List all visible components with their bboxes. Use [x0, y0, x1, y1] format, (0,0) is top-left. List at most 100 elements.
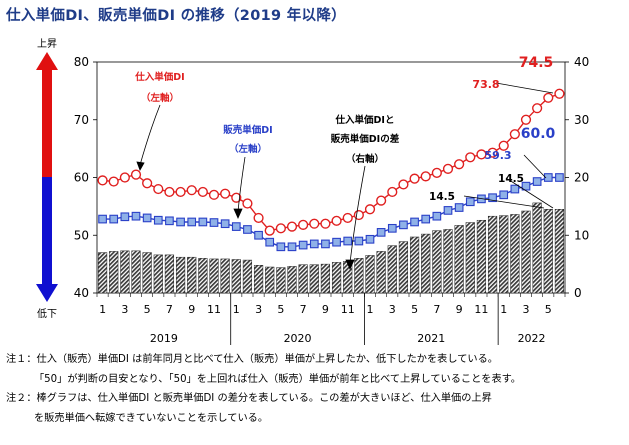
sales-prev-leader	[523, 154, 547, 179]
diff-bar	[265, 266, 275, 294]
sales-marker	[142, 213, 152, 223]
purchase-marker	[298, 219, 309, 230]
month-tick-label: 1	[99, 303, 106, 316]
year-label: 2022	[518, 332, 546, 345]
annotation-sales-prev: 59.3	[484, 149, 511, 162]
sales-marker	[176, 217, 185, 227]
purchase-marker	[465, 152, 476, 163]
sales-marker	[120, 212, 130, 222]
right-tick-label: 40	[574, 55, 589, 69]
sales-marker	[287, 242, 297, 252]
annotation-purchase-last: 74.5	[519, 55, 554, 71]
upper-label: 上昇	[37, 38, 57, 50]
month-tick-label: 3	[389, 303, 396, 316]
month-tick-label: 11	[207, 303, 221, 316]
sales-marker	[432, 211, 442, 221]
purchase-marker	[186, 185, 197, 196]
purchase-marker	[286, 221, 298, 232]
diff-bar	[554, 209, 565, 294]
purchase-marker	[532, 103, 543, 114]
diff-bar	[487, 215, 498, 294]
month-tick-label: 9	[322, 303, 329, 316]
purchase-marker	[164, 186, 175, 198]
diff-bar	[109, 251, 119, 294]
lower-label: 低下	[37, 307, 57, 320]
sales-marker	[187, 217, 197, 227]
right-tick-label: 30	[574, 113, 589, 127]
diff-bar	[231, 259, 241, 294]
purchase-prev-leader	[495, 82, 554, 94]
diff-bar	[443, 229, 453, 294]
purchase-marker	[275, 223, 286, 234]
purchase-marker	[509, 129, 520, 140]
diff-bar	[532, 202, 542, 294]
month-tick-label: 3	[523, 303, 530, 316]
purchase-marker	[387, 186, 398, 198]
sales-marker	[488, 193, 497, 203]
diff-bar	[521, 210, 531, 294]
right-tick-label: 20	[574, 171, 589, 185]
leader-lines	[136, 82, 554, 270]
month-tick-label: 5	[144, 303, 151, 316]
diff-bar	[131, 250, 141, 294]
purchase-marker	[342, 212, 353, 224]
purchase-marker	[97, 175, 108, 186]
purchase-leader-head	[136, 161, 145, 171]
purchase-leader	[139, 104, 161, 166]
sales-marker	[543, 173, 553, 182]
purchase-marker	[409, 173, 420, 184]
purchase-marker	[130, 169, 142, 180]
month-tick-label: 7	[300, 303, 307, 316]
sales-marker	[354, 236, 364, 246]
month-tick-label: 9	[188, 303, 195, 316]
purchase-marker	[108, 176, 119, 187]
sales-marker	[532, 177, 542, 186]
diff-bar	[309, 264, 319, 294]
notes: 注１：仕入（販売）単価DI は前年同月と比べて仕入（販売）単価が上昇したか、低下…	[6, 350, 624, 428]
year-label: 2021	[417, 332, 445, 345]
month-tick-label: 9	[456, 303, 463, 316]
sales-leader-head	[233, 208, 243, 219]
diff-bar	[331, 262, 342, 294]
sales-marker	[153, 215, 163, 225]
month-tick-label: 3	[121, 303, 128, 316]
annotation-sales-last: 60.0	[521, 126, 556, 142]
month-tick-label: 3	[255, 303, 262, 316]
diff-bar	[432, 230, 442, 294]
sales-marker	[387, 223, 397, 233]
sales-marker	[109, 214, 119, 224]
sales-line-label: 販売単価DI	[223, 124, 272, 136]
diff-label-line1: 仕入単価DIと	[335, 114, 395, 126]
up-arrow-head	[36, 52, 58, 70]
down-arrow-head	[36, 284, 58, 302]
diff-bar	[164, 254, 175, 294]
purchase-marker	[242, 198, 253, 209]
diff-leader-head	[345, 259, 355, 270]
year-label: 2019	[150, 332, 178, 345]
left-tick-label: 60	[74, 171, 89, 185]
up-arrow-shaft	[42, 63, 52, 177]
sales-marker	[298, 240, 308, 250]
diff-bar	[287, 266, 297, 294]
diff-leader	[349, 165, 366, 264]
sales-marker	[309, 239, 319, 249]
diff-bar	[198, 258, 208, 294]
diff-bar	[421, 233, 431, 294]
diff-bar	[476, 219, 487, 294]
month-tick-label: 11	[474, 303, 488, 316]
diff-bar	[276, 267, 286, 294]
diff-prev-leader	[463, 195, 545, 209]
purchase-line-label: 仕入単価DI	[134, 71, 184, 83]
purchase-marker	[398, 179, 409, 190]
diff-bar	[187, 256, 197, 294]
purchase-marker	[476, 149, 487, 160]
sales-marker	[421, 214, 431, 224]
diff-bar	[175, 256, 186, 294]
diff-bar	[365, 255, 375, 294]
purchase-marker	[420, 171, 431, 182]
purchase-marker	[119, 172, 130, 183]
sales-marker	[332, 237, 341, 247]
sales-marker	[231, 222, 241, 231]
year-label: 2020	[284, 332, 312, 345]
